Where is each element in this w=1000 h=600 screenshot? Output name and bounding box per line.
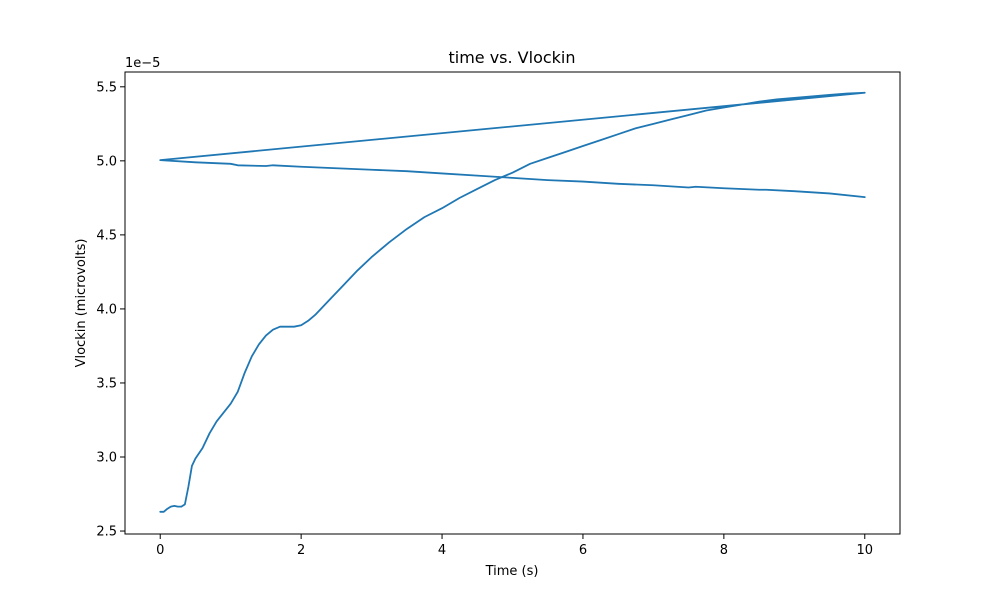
y-tick-label: 5.0 — [96, 154, 117, 169]
y-tick-label: 4.5 — [96, 228, 117, 243]
axes-frame — [124, 71, 901, 535]
plot-area — [159, 91, 866, 513]
y-tick-label: 3.5 — [96, 376, 117, 391]
y-tick-label: 5.5 — [96, 80, 117, 95]
y-axis-offset-label: 1e−5 — [125, 56, 160, 71]
x-tick-label: 2 — [297, 543, 305, 558]
y-tick-label: 4.0 — [96, 302, 117, 317]
y-axis-label: Vlockin (microvolts) — [74, 239, 89, 368]
x-axis: 0 2 4 6 8 10 — [156, 534, 873, 558]
x-axis-label: Time (s) — [485, 564, 539, 579]
x-tick-label: 10 — [856, 543, 873, 558]
x-tick-label: 0 — [156, 543, 164, 558]
chart-title: time vs. Vlockin — [448, 48, 575, 67]
x-tick-label: 6 — [579, 543, 587, 558]
x-tick-label: 8 — [720, 543, 728, 558]
series-line-0 — [159, 91, 866, 513]
y-axis: 2.5 3.0 3.5 4.0 4.5 5.0 5.5 — [96, 80, 125, 540]
x-tick-label: 4 — [438, 543, 446, 558]
y-tick-label: 3.0 — [96, 451, 117, 466]
y-tick-label: 2.5 — [96, 525, 117, 540]
